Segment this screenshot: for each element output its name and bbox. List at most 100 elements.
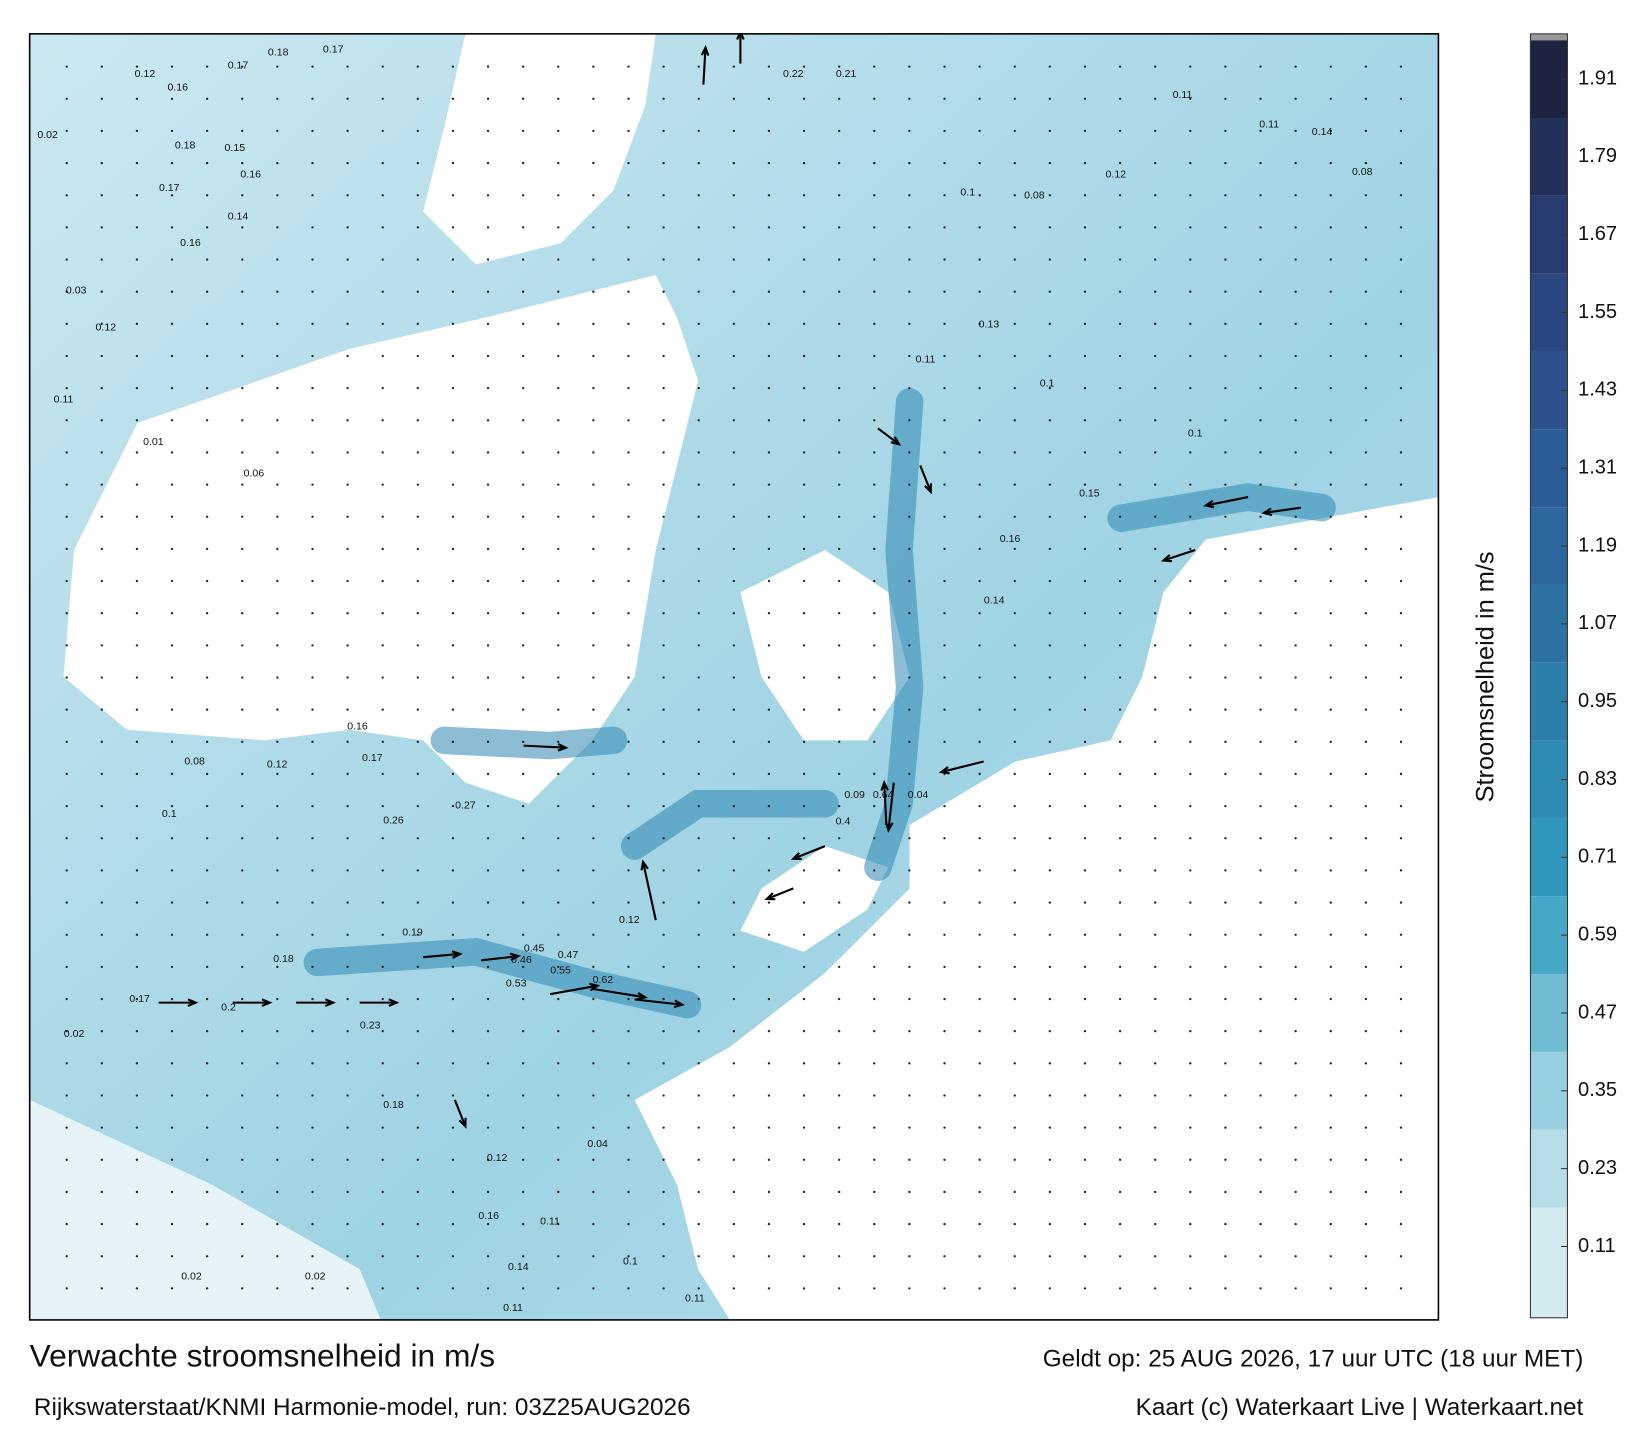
grid-dot	[241, 419, 244, 422]
grid-dot	[1083, 1190, 1087, 1194]
grid-dot	[662, 965, 665, 969]
colorbar-cap	[1530, 33, 1568, 41]
grid-dot	[697, 997, 700, 1001]
grid-dot	[1189, 1190, 1192, 1194]
grid-dot	[592, 515, 595, 518]
grid-dot	[451, 1030, 455, 1033]
grid-dot	[1294, 290, 1297, 293]
grid-dot	[346, 579, 349, 583]
grid-dot	[732, 676, 735, 679]
grid-dot	[521, 644, 525, 647]
speed-label: 0.02	[37, 129, 58, 141]
grid-dot	[170, 1190, 174, 1194]
speed-label: 0.45	[524, 942, 545, 954]
grid-dot	[1048, 965, 1052, 969]
grid-dot	[311, 708, 314, 711]
grid-dot	[1364, 515, 1368, 518]
grid-dot	[1364, 1094, 1368, 1097]
grid-dot	[521, 483, 525, 486]
grid-dot	[557, 997, 560, 1001]
grid-dot	[1013, 772, 1016, 776]
grid-dot	[1154, 1287, 1157, 1290]
grid-dot	[1013, 676, 1016, 679]
grid-dot	[276, 1126, 279, 1129]
grid-dot	[1189, 772, 1192, 776]
grid-dot	[1294, 965, 1297, 969]
grid-dot	[1294, 1287, 1297, 1290]
grid-dot	[1083, 869, 1087, 872]
grid-dot	[135, 1255, 139, 1258]
grid-dot	[486, 97, 490, 100]
grid-dot	[557, 483, 560, 486]
grid-dot	[205, 772, 209, 776]
grid-dot	[1364, 258, 1368, 261]
grid-dot	[521, 1158, 525, 1161]
grid-dot	[732, 837, 735, 840]
grid-dot	[346, 901, 349, 904]
grid-dot	[1294, 997, 1297, 1001]
grid-dot	[65, 451, 68, 454]
grid-dot	[697, 194, 700, 197]
grid-dot	[521, 1062, 525, 1065]
grid-dot	[1364, 65, 1368, 68]
colorbar-tick-label: 1.67	[1578, 223, 1617, 245]
grid-dot	[557, 1255, 560, 1258]
grid-dot	[451, 740, 455, 743]
grid-dot	[135, 161, 139, 165]
current-arrow	[1203, 496, 1249, 509]
grid-dot	[381, 837, 384, 840]
grid-dot	[311, 322, 314, 326]
grid-dot	[557, 161, 560, 165]
grid-dot	[416, 1255, 419, 1258]
grid-dot	[381, 997, 384, 1001]
grid-dot	[100, 258, 103, 261]
grid-dot	[521, 901, 525, 904]
grid-dot	[1259, 1030, 1262, 1033]
grid-dot	[1189, 97, 1192, 100]
grid-dot	[767, 612, 771, 615]
grid-dot	[100, 772, 103, 776]
grid-dot	[486, 708, 490, 711]
grid-dot	[767, 869, 771, 872]
grid-dot	[1399, 997, 1403, 1001]
grid-dot	[662, 419, 665, 422]
grid-dot	[767, 1255, 771, 1258]
grid-dot	[416, 483, 419, 486]
grid-dot	[1329, 965, 1332, 969]
grid-dot	[276, 1158, 279, 1161]
grid-dot	[451, 1094, 455, 1097]
grid-dot	[1048, 547, 1052, 551]
grid-dot	[1189, 1222, 1192, 1226]
grid-dot	[592, 547, 595, 551]
grid-dot	[1329, 1287, 1332, 1290]
grid-dot	[311, 869, 314, 872]
grid-dot	[205, 1287, 209, 1290]
grid-dot	[1083, 837, 1087, 840]
grid-dot	[908, 965, 911, 969]
grid-dot	[1329, 772, 1332, 776]
grid-dot	[1118, 1255, 1122, 1258]
grid-dot	[1118, 1287, 1122, 1290]
grid-dot	[943, 579, 946, 583]
grid-dot	[1118, 97, 1122, 100]
grid-dot	[311, 354, 314, 358]
grid-dot	[873, 97, 876, 100]
grid-dot	[276, 322, 279, 326]
grid-dot	[873, 129, 876, 133]
grid-dot	[311, 194, 314, 197]
grid-dot	[451, 419, 455, 422]
grid-dot	[1329, 97, 1332, 100]
grid-dot	[1118, 997, 1122, 1001]
grid-dot	[873, 1030, 876, 1033]
grid-dot	[311, 997, 314, 1001]
speed-label: 0.46	[511, 954, 532, 966]
grid-dot	[170, 129, 174, 133]
grid-dot	[1189, 65, 1192, 68]
grid-dot	[1399, 226, 1403, 229]
grid-dot	[451, 258, 455, 261]
grid-dot	[1259, 1190, 1262, 1194]
current-arrow	[877, 427, 902, 446]
grid-dot	[170, 1158, 174, 1161]
grid-dot	[100, 483, 103, 486]
grid-dot	[908, 322, 911, 326]
